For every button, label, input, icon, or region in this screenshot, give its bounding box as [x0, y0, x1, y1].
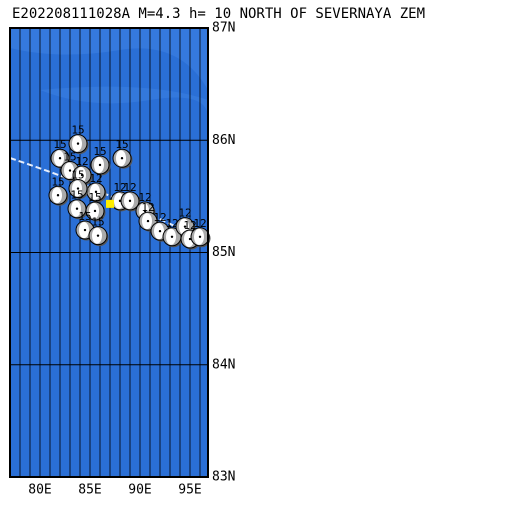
event-label: 12: [89, 172, 102, 185]
focal-mechanism: [48, 185, 69, 206]
beachball-center: [183, 225, 187, 228]
event-label: 12: [75, 155, 88, 168]
lon-label: 80E: [28, 483, 51, 498]
beachball-center: [58, 157, 62, 160]
beachball-center: [188, 237, 192, 241]
beachball-center: [120, 157, 124, 160]
event-label: 12: [193, 217, 206, 230]
plate-boundary: [9, 157, 209, 243]
beachball-center: [94, 190, 98, 194]
event-label: 15: [71, 124, 84, 137]
lon-label: 95E: [178, 483, 201, 498]
beachball-center: [75, 207, 79, 210]
focal-mechanism: [90, 155, 111, 176]
beachball-center: [76, 142, 80, 145]
event-label: 15: [93, 145, 106, 158]
focal-mechanism: [85, 201, 106, 222]
focal-mechanism: [112, 148, 133, 169]
beachball-center: [56, 194, 60, 197]
focal-mechanism: [68, 179, 89, 200]
event-label: 12: [178, 207, 191, 220]
beachball-center: [98, 163, 102, 167]
event-label: 12: [153, 211, 166, 224]
event-label: 15: [71, 169, 84, 182]
beachball-center: [143, 209, 147, 213]
event-label: 15: [70, 189, 83, 202]
lat-label: 84N: [212, 357, 235, 372]
lon-label: 85E: [78, 483, 101, 498]
event-label: 12: [113, 181, 126, 194]
beachball-center: [76, 187, 80, 190]
event-label: 12: [141, 201, 154, 214]
title: E202208111028A M=4.3 h= 10 NORTH OF SEVE…: [12, 6, 425, 22]
beachball-center: [68, 169, 72, 172]
event-label: 15: [78, 210, 91, 223]
lat-label: 86N: [212, 133, 235, 148]
event-label: 15: [63, 151, 76, 164]
frame-border: [9, 27, 209, 478]
beachball-center: [198, 235, 202, 238]
lat-label: 83N: [212, 470, 235, 485]
beachball-center: [128, 199, 132, 203]
focal-mechanism: [67, 199, 88, 220]
focal-mechanism: [68, 134, 89, 155]
focal-mechanism: [120, 191, 141, 212]
shallow-shelf: [10, 28, 208, 90]
beachball-center: [158, 229, 162, 233]
event-label: 12: [123, 181, 136, 194]
lat-label: 85N: [212, 245, 235, 260]
beachball-center: [93, 209, 97, 213]
focal-mechanism: [88, 226, 109, 247]
event-label: 15: [53, 138, 66, 151]
event-label: 12: [165, 217, 178, 230]
event-label: 12: [183, 219, 196, 232]
beachball-center: [170, 235, 174, 238]
beachball-center: [83, 228, 87, 232]
focal-mechanism: [86, 182, 107, 203]
main-event: [106, 199, 114, 208]
shallow-shelf: [40, 86, 209, 120]
event-label: 15: [91, 216, 104, 229]
event-label: 15: [51, 175, 64, 188]
lon-label: 90E: [128, 483, 151, 498]
event-label: 15: [88, 191, 101, 204]
beachball-center: [96, 234, 100, 237]
event-label: 15: [115, 138, 128, 151]
beachball-center: [146, 219, 150, 223]
event-label: 12: [138, 191, 151, 204]
lat-label: 87N: [212, 21, 235, 36]
beachball-center: [80, 173, 84, 177]
